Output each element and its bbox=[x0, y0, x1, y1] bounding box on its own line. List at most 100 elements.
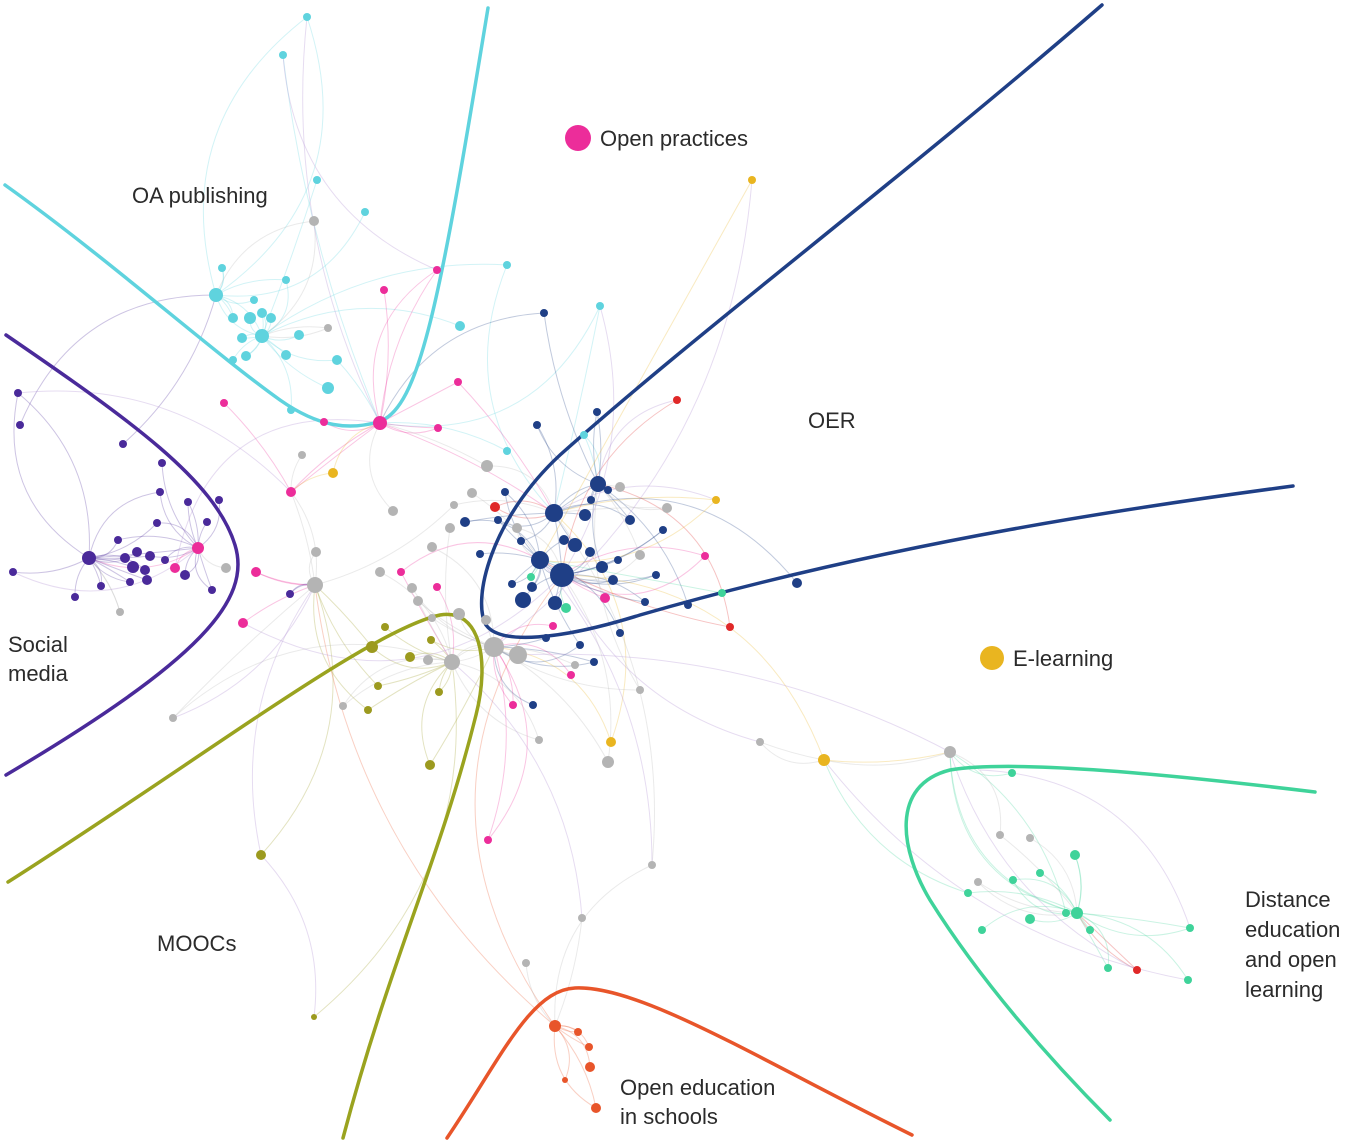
network-edge bbox=[553, 497, 798, 584]
cluster-boundaries bbox=[3, 3, 1317, 1140]
network-edge bbox=[487, 646, 507, 841]
network-node bbox=[380, 286, 388, 294]
network-node bbox=[127, 561, 139, 573]
network-edge bbox=[314, 504, 455, 586]
network-node bbox=[476, 550, 484, 558]
network-edge bbox=[342, 658, 453, 707]
network-edge bbox=[251, 584, 316, 856]
network-node bbox=[366, 641, 378, 653]
network-node bbox=[1036, 869, 1044, 877]
oer-label: OER bbox=[808, 408, 856, 433]
network-edge bbox=[1076, 912, 1191, 929]
moocs-label: MOOCs bbox=[157, 931, 236, 956]
network-edge bbox=[759, 741, 825, 761]
network-node bbox=[286, 590, 294, 598]
network-edge bbox=[539, 499, 717, 563]
network-edge bbox=[949, 751, 1078, 914]
network-node bbox=[281, 350, 291, 360]
network-node bbox=[578, 914, 586, 922]
network-node bbox=[218, 264, 226, 272]
network-edge bbox=[429, 646, 495, 766]
network-node bbox=[527, 573, 535, 581]
network-node bbox=[324, 324, 332, 332]
network-edge bbox=[379, 312, 545, 424]
network-node bbox=[712, 496, 720, 504]
network-node bbox=[508, 580, 516, 588]
network-edge bbox=[117, 535, 199, 549]
network-edge bbox=[561, 546, 706, 576]
e-learning-legend-dot bbox=[980, 646, 1004, 670]
network-node bbox=[608, 575, 618, 585]
network-node bbox=[604, 486, 612, 494]
network-node bbox=[580, 431, 588, 439]
network-node bbox=[503, 261, 511, 269]
network-node bbox=[701, 552, 709, 560]
network-node bbox=[450, 501, 458, 509]
network-edge bbox=[290, 472, 334, 493]
network-node bbox=[549, 622, 557, 630]
network-node bbox=[587, 496, 595, 504]
network-edge bbox=[197, 547, 213, 591]
network-node bbox=[978, 926, 986, 934]
network-node bbox=[116, 608, 124, 616]
network-node bbox=[9, 568, 17, 576]
network-edge bbox=[597, 483, 731, 628]
network-node bbox=[266, 313, 276, 323]
network-edge bbox=[261, 307, 461, 337]
network-node bbox=[244, 312, 256, 324]
network-edge bbox=[1012, 878, 1078, 914]
network-edge bbox=[451, 661, 540, 741]
network-edge bbox=[379, 305, 601, 427]
network-edge bbox=[372, 269, 438, 424]
network-node bbox=[313, 176, 321, 184]
network-edge bbox=[12, 557, 90, 574]
distance-boundary bbox=[904, 764, 1317, 1122]
network-node bbox=[756, 738, 764, 746]
network-node bbox=[467, 488, 477, 498]
network-edge bbox=[369, 422, 394, 512]
network-edge bbox=[561, 555, 706, 595]
network-node bbox=[1025, 914, 1035, 924]
network-node bbox=[503, 447, 511, 455]
network-node bbox=[413, 596, 423, 606]
network-edge bbox=[215, 220, 315, 296]
distance-label-line-4: learning bbox=[1245, 977, 1323, 1002]
network-edge bbox=[13, 392, 90, 559]
network-node bbox=[1184, 976, 1192, 984]
moocs-boundary bbox=[6, 612, 484, 1140]
network-edge bbox=[493, 644, 581, 663]
network-edge bbox=[536, 424, 599, 485]
network-node bbox=[114, 536, 122, 544]
network-node bbox=[512, 523, 522, 533]
network-edge bbox=[379, 422, 488, 467]
network-node bbox=[215, 496, 223, 504]
network-node bbox=[1009, 876, 1017, 884]
network-node bbox=[522, 959, 530, 967]
network-node bbox=[481, 615, 491, 625]
network-node bbox=[221, 563, 231, 573]
network-node bbox=[294, 330, 304, 340]
network-node bbox=[636, 686, 644, 694]
network-node bbox=[220, 399, 228, 407]
network-node bbox=[964, 889, 972, 897]
network-edge bbox=[282, 54, 438, 271]
network-node bbox=[652, 571, 660, 579]
network-node bbox=[374, 682, 382, 690]
network-edge bbox=[594, 483, 641, 691]
network-node bbox=[375, 567, 385, 577]
network-edge bbox=[949, 751, 1138, 971]
network-node bbox=[237, 333, 247, 343]
network-edge bbox=[17, 390, 292, 493]
network-node bbox=[407, 583, 417, 593]
network-node bbox=[484, 836, 492, 844]
network-node bbox=[303, 13, 311, 21]
network-node bbox=[673, 396, 681, 404]
network-node bbox=[16, 421, 24, 429]
network-edge bbox=[379, 422, 508, 452]
network-node bbox=[535, 736, 543, 744]
network-node bbox=[445, 523, 455, 533]
network-edge bbox=[223, 402, 292, 493]
network-node bbox=[192, 542, 204, 554]
network-edge bbox=[597, 483, 689, 606]
network-node bbox=[579, 509, 591, 521]
